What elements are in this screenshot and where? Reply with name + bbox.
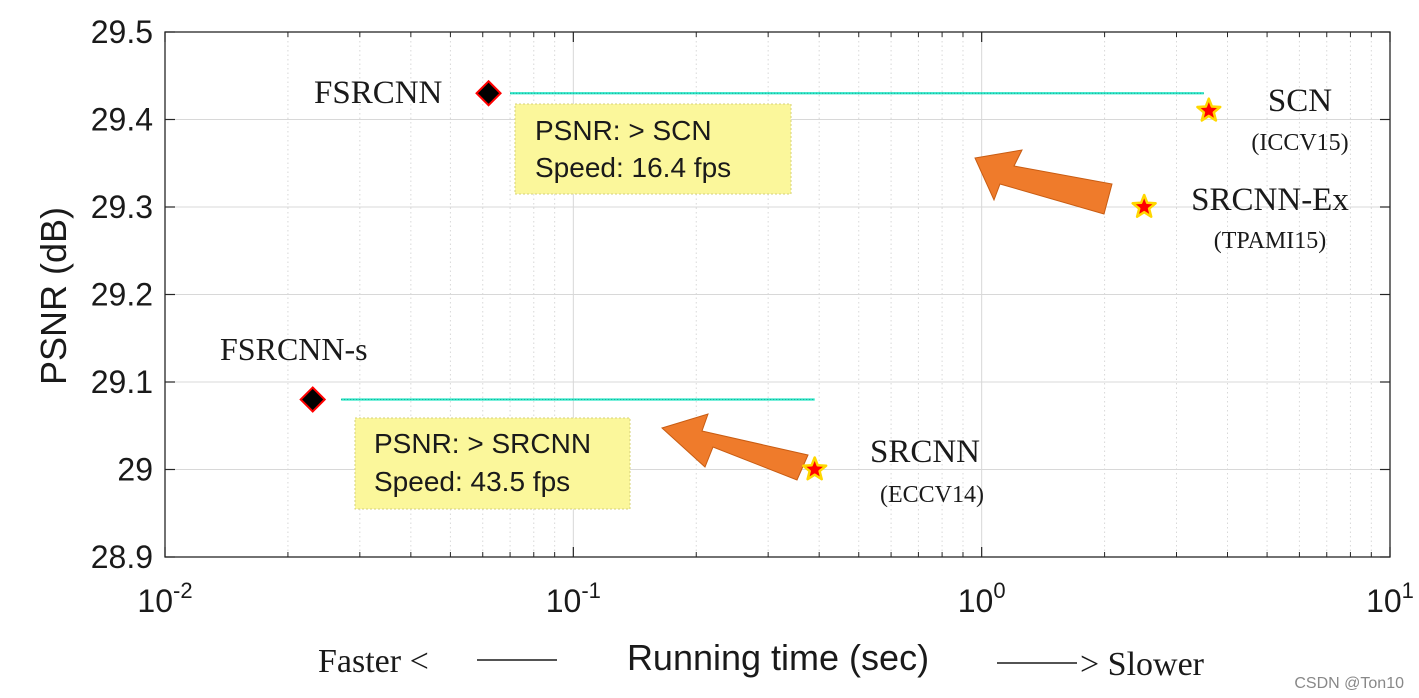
label-srcnn-ex: SRCNN-Ex <box>1191 182 1349 218</box>
label-srcnn: SRCNN <box>870 434 980 470</box>
marker-scn <box>1196 97 1222 122</box>
y-tick-label: 29.1 <box>91 364 153 400</box>
y-tick-label: 29 <box>117 452 153 488</box>
x-axis-title: Running time (sec) <box>627 637 929 678</box>
label-fsrcnn: FSRCNN <box>314 75 443 111</box>
fsrcnn-s-speed-note-line2: Speed: 43.5 fps <box>374 466 570 497</box>
faster-label: Faster < <box>318 643 429 680</box>
y-tick-label: 29.2 <box>91 277 153 313</box>
slower-label: > Slower <box>1080 646 1205 683</box>
x-tick-label: 100 <box>958 578 1006 619</box>
fsrcnn-speed-note: PSNR: > SCN Speed: 16.4 fps <box>514 103 792 195</box>
y-tick-label: 29.5 <box>91 14 153 50</box>
y-tick-label: 28.9 <box>91 539 153 575</box>
fsrcnn-speed-note-line2: Speed: 16.4 fps <box>535 152 731 183</box>
marker-fsrcnn-s <box>299 386 327 413</box>
marker-fsrcnn <box>475 79 502 107</box>
label-srcnn-ex-sub: (TPAMI15) <box>1214 228 1326 254</box>
marker-srcnn <box>802 456 828 481</box>
fsrcnn-s-speed-note-box <box>354 417 631 510</box>
fsrcnn-s-speed-note-line1: PSNR: > SRCNN <box>374 428 591 459</box>
y-tick-label: 29.3 <box>91 189 153 225</box>
watermark: CSDN @Ton10 <box>1294 675 1404 692</box>
y-tick-labels: 28.9 29 29.1 29.2 29.3 29.4 29.5 <box>91 14 153 575</box>
fsrcnn-s-speed-note: PSNR: > SRCNN Speed: 43.5 fps <box>354 417 631 510</box>
reference-lines <box>341 92 1204 401</box>
fsrcnn-speed-note-box <box>514 103 792 195</box>
fsrcnn-speed-note-line1: PSNR: > SCN <box>535 115 712 146</box>
improvement-arrow-upper <box>974 149 1113 215</box>
x-tick-label: 10-1 <box>546 578 601 619</box>
marker-srcnn-ex <box>1131 193 1157 218</box>
x-tick-label: 10-2 <box>137 578 192 619</box>
data-points <box>299 79 1222 481</box>
y-axis-title: PSNR (dB) <box>33 207 74 385</box>
label-fsrcnn-s: FSRCNN-s <box>220 331 368 367</box>
label-scn-sub: (ICCV15) <box>1251 130 1348 156</box>
axis-ticks <box>164 31 1391 558</box>
improvement-arrow-lower <box>661 413 809 481</box>
label-scn: SCN <box>1268 83 1332 119</box>
x-tick-labels: 10-2 10-1 100 101 <box>137 578 1414 619</box>
y-tick-label: 29.4 <box>91 102 153 138</box>
x-tick-label: 101 <box>1366 578 1414 619</box>
label-srcnn-sub: (ECCV14) <box>880 482 984 508</box>
